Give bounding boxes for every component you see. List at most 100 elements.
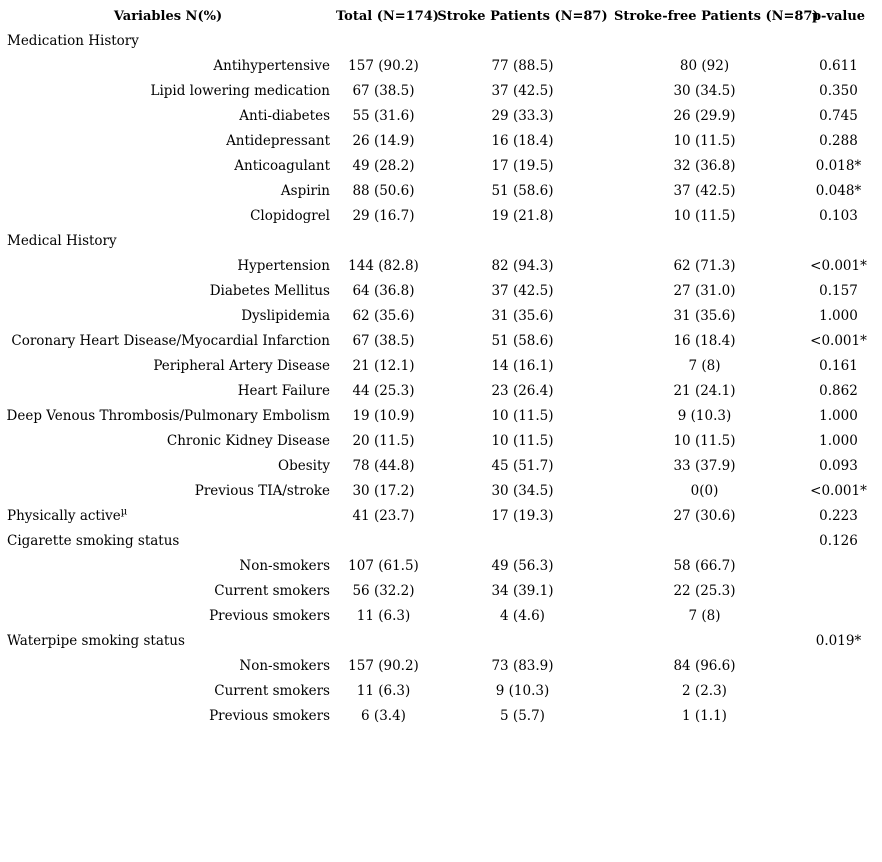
stroke-patients-cell: 37 (42.5) (491, 83, 554, 99)
stroke-free-patients-cell: 27 (31.0) (673, 283, 736, 299)
variable-cell: Peripheral Artery Disease (153, 358, 330, 374)
total-cell: 49 (28.2) (352, 158, 415, 174)
p-value-cell (795, 29, 882, 54)
total-cell: 20 (11.5) (352, 433, 415, 449)
total-cell: 67 (38.5) (352, 333, 415, 349)
total-cell: 64 (36.8) (352, 283, 415, 299)
p-value-cell: 0.161 (819, 358, 858, 374)
stroke-patients-cell: 4 (4.6) (500, 608, 545, 624)
table-row: Heart Failure 44 (25.3) 23 (26.4) 21 (24.1)… (0, 379, 882, 404)
section-row: Medical History (0, 229, 882, 254)
stroke-free-patients-cell (614, 29, 795, 54)
p-value-cell: 0.126 (819, 533, 858, 549)
table-row: Current smokers 56 (32.2) 34 (39.1) 22 (25.… (0, 579, 882, 604)
stroke-free-patients-cell: 37 (42.5) (673, 183, 736, 199)
total-cell: 21 (12.1) (352, 358, 415, 374)
variable-cell: Coronary Heart Disease/Myocardial Infarc… (11, 333, 330, 349)
section-row: Medication History (0, 29, 882, 54)
stroke-patients-cell: 29 (33.3) (491, 108, 554, 124)
stroke-free-patients-cell: 32 (36.8) (673, 158, 736, 174)
p-value-cell: 0.862 (819, 383, 858, 399)
total-cell: 62 (35.6) (352, 308, 415, 324)
stroke-patients-cell: 23 (26.4) (491, 383, 554, 399)
stroke-patients-cell: 10 (11.5) (491, 433, 554, 449)
p-value-cell: 1.000 (819, 308, 858, 324)
header-row: Variables N(%) Total (N=174) Stroke Pati… (0, 4, 882, 29)
p-value-cell: <0.001* (810, 483, 867, 499)
stroke-patients-cell: 77 (88.5) (491, 58, 554, 74)
table-row: Peripheral Artery Disease 21 (12.1) 14 (16… (0, 354, 882, 379)
table-row: Dyslipidemia 62 (35.6) 31 (35.6) 31 (35.6) 1… (0, 304, 882, 329)
stroke-patients-cell: 10 (11.5) (491, 408, 554, 424)
stroke-patients-cell: 16 (18.4) (491, 133, 554, 149)
stroke-free-patients-cell: 9 (10.3) (677, 408, 732, 424)
p-value-cell (795, 704, 882, 729)
variable-cell: Physically activeµ (7, 506, 128, 524)
stroke-free-patients-cell: 27 (30.6) (673, 508, 736, 524)
variable-cell: Previous smokers (209, 708, 330, 724)
column-header-variables: Variables N(%) (113, 9, 223, 24)
stroke-free-patients-cell: 0(0) (690, 483, 719, 499)
total-cell: 19 (10.9) (352, 408, 415, 424)
table-row: Chronic Kidney Disease 20 (11.5) 10 (11.5)… (0, 429, 882, 454)
variable-cell: Current smokers (214, 583, 330, 599)
p-value-cell: 0.157 (819, 283, 858, 299)
p-value-cell: <0.001* (810, 333, 867, 349)
total-cell: 11 (6.3) (356, 683, 411, 699)
variable-cell: Medical History (7, 233, 117, 249)
stroke-free-patients-cell: 31 (35.6) (673, 308, 736, 324)
total-cell: 11 (6.3) (356, 608, 411, 624)
variable-cell: Clopidogrel (250, 208, 330, 224)
stroke-patients-cell: 82 (94.3) (491, 258, 554, 274)
column-header-stroke-free-patients: Stroke-free Patients (N=87) (614, 9, 819, 24)
total-cell: 30 (17.2) (352, 483, 415, 499)
stroke-patients-cell: 37 (42.5) (491, 283, 554, 299)
total-cell (336, 29, 431, 54)
stroke-free-patients-cell: 26 (29.9) (673, 108, 736, 124)
superscript-marker: µ (120, 506, 128, 518)
variable-cell: Diabetes Mellitus (209, 283, 330, 299)
stroke-free-patients-cell: 62 (71.3) (673, 258, 736, 274)
stroke-patients-cell: 14 (16.1) (491, 358, 554, 374)
section-row: Cigarette smoking status 0.126 (0, 529, 882, 554)
variable-cell: Chronic Kidney Disease (166, 433, 330, 449)
p-value-cell: 0.223 (819, 508, 858, 524)
variable-cell: Aspirin (280, 183, 330, 199)
section-row: Waterpipe smoking status 0.019* (0, 629, 882, 654)
variable-cell: Cigarette smoking status (7, 533, 180, 549)
stroke-free-patients-cell: 7 (8) (688, 358, 721, 374)
table-row: Coronary Heart Disease/Myocardial Infarc… (0, 329, 882, 354)
stroke-patients-cell: 19 (21.8) (491, 208, 554, 224)
stroke-patients-cell: 5 (5.7) (500, 708, 545, 724)
variable-cell: Obesity (278, 458, 330, 474)
p-value-cell: 0.018* (815, 158, 862, 174)
table-row: Clopidogrel 29 (16.7) 19 (21.8) 10 (11.5) 0.… (0, 204, 882, 229)
stroke-free-patients-cell (614, 229, 795, 254)
p-value-cell: 0.350 (819, 83, 858, 99)
table-row: Diabetes Mellitus 64 (36.8) 37 (42.5) 27 (3… (0, 279, 882, 304)
table-row: Non-smokers 107 (61.5) 49 (56.3) 58 (66.7) (0, 554, 882, 579)
total-cell (336, 629, 431, 654)
total-cell: 44 (25.3) (352, 383, 415, 399)
variable-cell: Deep Venous Thrombosis/Pulmonary Embolis… (6, 408, 330, 424)
table-row: Previous smokers 6 (3.4) 5 (5.7) 1 (1.1) (0, 704, 882, 729)
table-row: Previous TIA/stroke 30 (17.2) 30 (34.5) 0(0… (0, 479, 882, 504)
variable-cell: Dyslipidemia (241, 308, 330, 324)
total-cell: 157 (90.2) (348, 658, 419, 674)
variable-cell: Previous smokers (209, 608, 330, 624)
column-header-p-value: p-value (811, 9, 866, 24)
stroke-patients-cell: 30 (34.5) (491, 483, 554, 499)
p-value-cell (795, 229, 882, 254)
table-row: Aspirin 88 (50.6) 51 (58.6) 37 (42.5) 0.048* (0, 179, 882, 204)
table-row: Non-smokers 157 (90.2) 73 (83.9) 84 (96.6) (0, 654, 882, 679)
total-cell (336, 229, 431, 254)
stroke-patients-cell: 45 (51.7) (491, 458, 554, 474)
stroke-patients-cell: 17 (19.5) (491, 158, 554, 174)
p-value-cell: 0.103 (819, 208, 858, 224)
section-row: Physically activeµ 41 (23.7) 17 (19.3) 27 (… (0, 504, 882, 529)
stroke-free-patients-cell: 16 (18.4) (673, 333, 736, 349)
p-value-cell: 1.000 (819, 433, 858, 449)
stroke-free-patients-cell: 22 (25.3) (673, 583, 736, 599)
stroke-patients-cell (431, 529, 614, 554)
variable-cell: Anticoagulant (234, 158, 330, 174)
